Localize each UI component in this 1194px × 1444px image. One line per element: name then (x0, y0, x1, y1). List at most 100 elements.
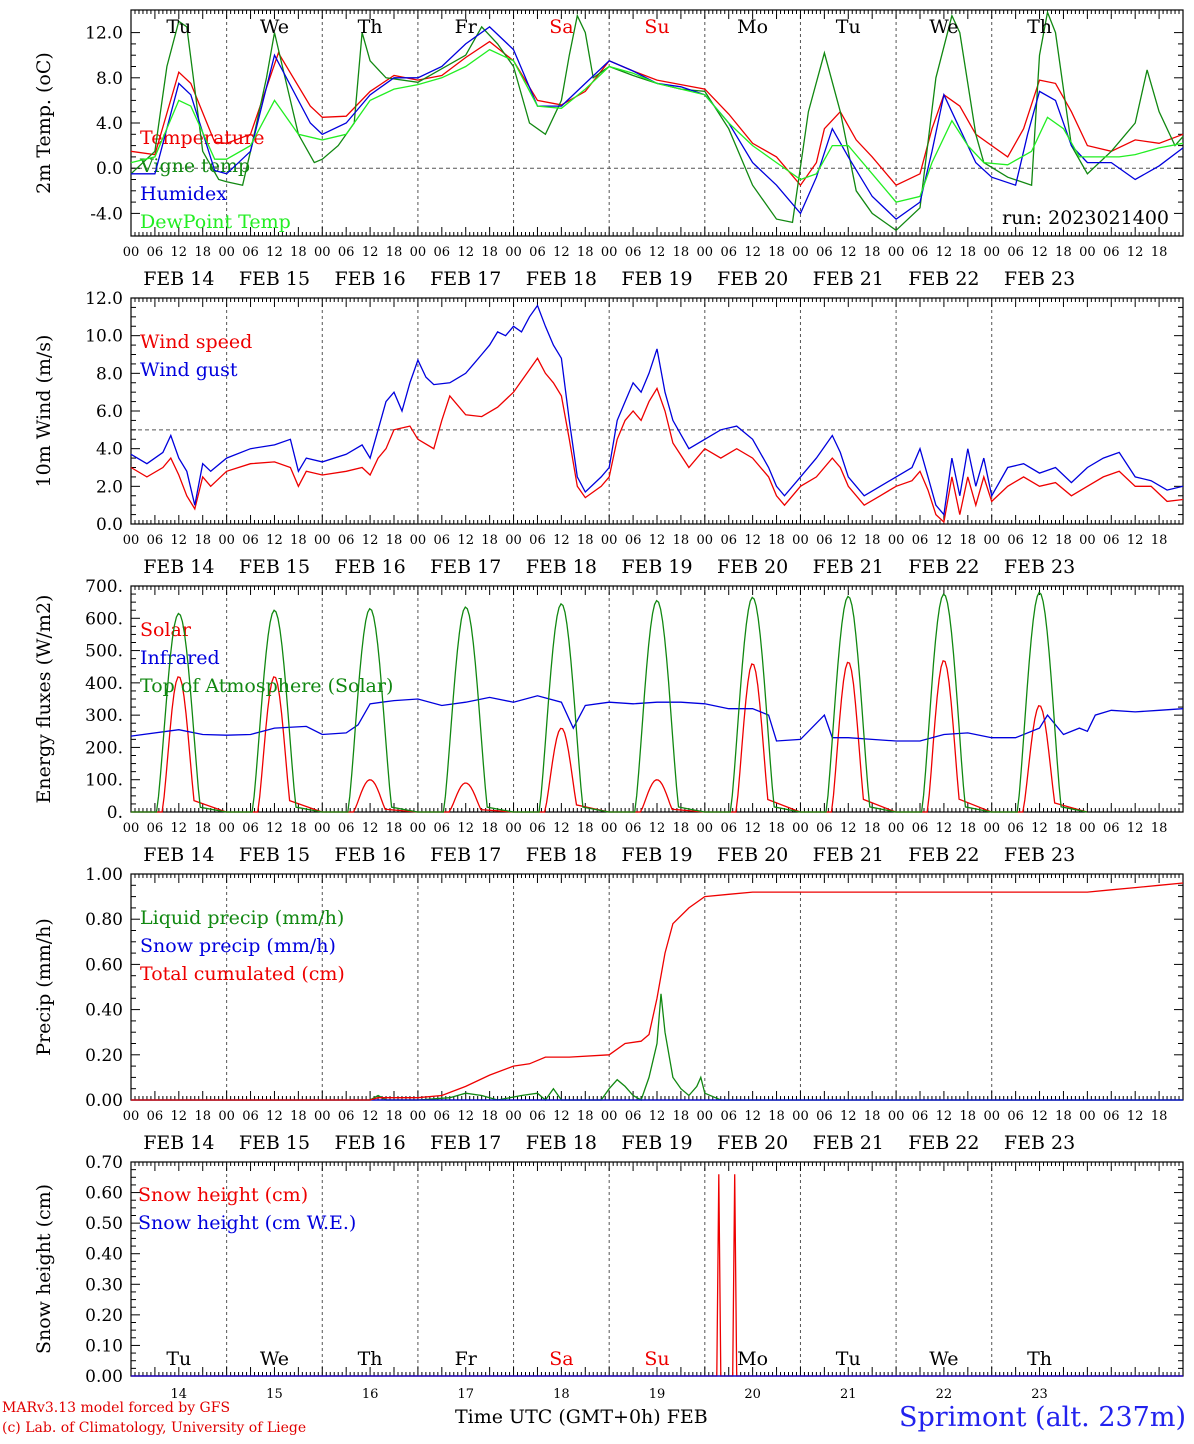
series-line-green (130, 9, 1184, 232)
hour-tick-label: 12 (649, 533, 666, 548)
hour-tick-label: 06 (242, 821, 259, 836)
hour-tick-label: 18 (1151, 1109, 1168, 1124)
hour-tick-label: 00 (410, 821, 427, 836)
weekday-label: We (260, 16, 289, 38)
day-number-label: 17 (457, 1387, 474, 1402)
hour-tick-label: 18 (577, 1109, 594, 1124)
hour-tick-label: 18 (673, 245, 690, 260)
hour-tick-label: 12 (1127, 821, 1144, 836)
series-line-green (131, 591, 1088, 813)
date-label: FEB 16 (334, 556, 405, 578)
hour-tick-label: 06 (816, 1109, 833, 1124)
y-tick-label: 0.50 (85, 1214, 123, 1234)
weekday-label: Su (644, 1348, 669, 1370)
date-label: FEB 19 (621, 556, 692, 578)
hour-tick-label: 00 (983, 533, 1000, 548)
weekday-label: Th (358, 1348, 383, 1370)
hour-tick-label: 06 (529, 533, 546, 548)
date-label: FEB 21 (813, 844, 884, 866)
hour-tick-label: 00 (505, 1109, 522, 1124)
date-label: FEB 17 (430, 1132, 501, 1154)
chart-panel-wind: 0.0 2.0 4.0 6.0 8.0 10.0 12.0 10m Wind (m/s) Win… (33, 289, 1184, 578)
hour-tick-label: 00 (410, 533, 427, 548)
hour-tick-label: 12 (1127, 245, 1144, 260)
hour-tick-label: 12 (457, 245, 474, 260)
hour-tick-label: 00 (218, 533, 235, 548)
hour-tick-label: 06 (434, 245, 451, 260)
hour-tick-label: 00 (1079, 533, 1096, 548)
weekday-label: Sa (549, 16, 573, 38)
date-label: FEB 17 (430, 268, 501, 290)
hour-tick-label: 12 (1031, 533, 1048, 548)
date-label: FEB 18 (526, 1132, 597, 1154)
hour-tick-label: 06 (720, 245, 737, 260)
date-label: FEB 21 (813, 556, 884, 578)
chart-panel-temp: -4.0 0.0 4.0 8.0 12.0 2m Temp. (oC) Temperatur… (33, 9, 1184, 290)
weekday-label: Mo (737, 1348, 768, 1370)
date-label: FEB 15 (239, 1132, 310, 1154)
y-tick-label: 0.00 (85, 1367, 123, 1387)
weekday-label: Mo (737, 16, 768, 38)
hour-tick-label: 18 (673, 821, 690, 836)
hour-tick-label: 18 (1055, 245, 1072, 260)
hour-tick-label: 06 (338, 533, 355, 548)
hour-tick-label: 12 (1127, 1109, 1144, 1124)
date-label: FEB 14 (143, 268, 214, 290)
hour-tick-label: 06 (147, 245, 164, 260)
y-tick-label: 12.0 (85, 24, 123, 44)
hour-tick-label: 00 (123, 821, 140, 836)
legend-entry: Liquid precip (mm/h) (140, 907, 344, 929)
hour-tick-label: 00 (314, 1109, 331, 1124)
hour-tick-label: 00 (410, 1109, 427, 1124)
hour-tick-label: 06 (242, 245, 259, 260)
hour-tick-label: 00 (505, 821, 522, 836)
hour-tick-label: 06 (816, 533, 833, 548)
day-number-label: 14 (171, 1387, 188, 1402)
hour-tick-label: 18 (386, 245, 403, 260)
hour-tick-label: 12 (362, 533, 379, 548)
hour-tick-label: 18 (768, 821, 785, 836)
hour-tick-label: 18 (864, 533, 881, 548)
hour-tick-label: 18 (1055, 1109, 1072, 1124)
hour-tick-label: 00 (218, 821, 235, 836)
hour-tick-label: 18 (577, 821, 594, 836)
chart-panel-precip: 0.00 0.20 0.40 0.60 0.80 1.00 Precip (mm/h) Liq… (33, 865, 1184, 1154)
legend-entry: DewPoint Temp (140, 211, 291, 233)
hour-tick-label: 18 (1151, 533, 1168, 548)
y-tick-label: 0.60 (85, 955, 123, 975)
hour-tick-label: 12 (457, 821, 474, 836)
hour-tick-label: 06 (1007, 821, 1024, 836)
date-label: FEB 23 (1004, 556, 1075, 578)
weekday-label: Th (1027, 16, 1052, 38)
hour-tick-label: 12 (362, 245, 379, 260)
date-label: FEB 18 (526, 268, 597, 290)
series-line-green (131, 993, 1183, 1101)
hour-tick-label: 00 (792, 821, 809, 836)
hour-tick-label: 18 (290, 533, 307, 548)
hour-tick-label: 00 (888, 245, 905, 260)
legend-entry: Wind gust (140, 359, 238, 381)
date-label: FEB 16 (334, 1132, 405, 1154)
day-number-label: 15 (266, 1387, 283, 1402)
legend-entry: Wind speed (140, 331, 252, 353)
hour-tick-label: 12 (171, 533, 188, 548)
y-axis-label: Precip (mm/h) (33, 918, 55, 1056)
hour-tick-label: 12 (266, 821, 283, 836)
date-label: FEB 23 (1004, 268, 1075, 290)
y-tick-label: 4.0 (96, 440, 123, 460)
hour-tick-label: 06 (1103, 1109, 1120, 1124)
date-label: FEB 15 (239, 844, 310, 866)
legend-entry: Solar (140, 619, 192, 641)
hour-tick-label: 12 (936, 821, 953, 836)
hour-tick-label: 12 (840, 821, 857, 836)
hour-tick-label: 06 (147, 533, 164, 548)
plot-frame (130, 1161, 1184, 1377)
hour-tick-label: 06 (242, 533, 259, 548)
hour-tick-label: 00 (983, 821, 1000, 836)
day-number-label: 22 (936, 1387, 953, 1402)
date-label: FEB 20 (717, 844, 788, 866)
hour-tick-label: 00 (123, 245, 140, 260)
y-tick-label: 700. (85, 577, 123, 597)
y-tick-label: 0.70 (85, 1153, 123, 1173)
legend-entry: Vigne temp (139, 155, 250, 177)
